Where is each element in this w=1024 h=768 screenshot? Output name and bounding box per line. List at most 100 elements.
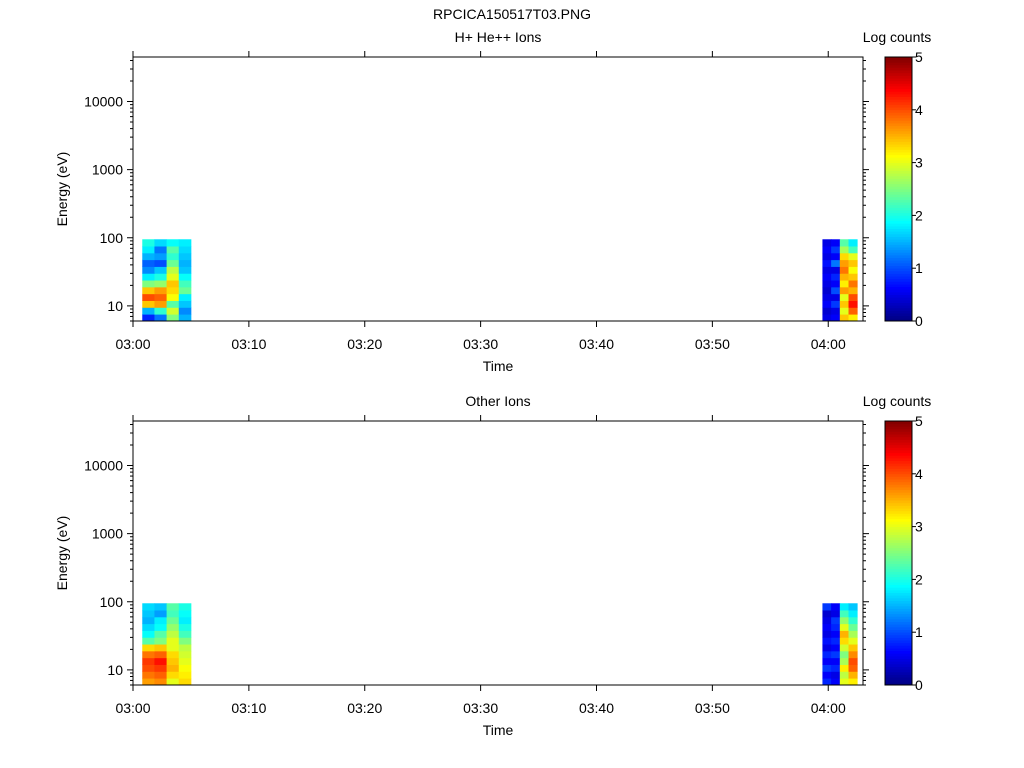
colorbar-swatch xyxy=(885,299,912,303)
colorbar-swatch xyxy=(885,236,912,240)
colorbar-swatch xyxy=(885,450,912,454)
colorbar-swatch xyxy=(885,268,912,272)
colorbar-swatch xyxy=(885,584,912,588)
heatmap-cell xyxy=(822,307,832,315)
heatmap-block xyxy=(142,603,192,686)
colorbar-swatch xyxy=(885,460,912,464)
heatmap-cell xyxy=(178,252,192,261)
heatmap-block xyxy=(822,603,858,686)
heatmap-cell xyxy=(831,286,841,295)
heatmap-cell xyxy=(154,623,168,631)
colorbar-tick-label: 5 xyxy=(915,413,923,429)
heatmap-cell xyxy=(154,314,168,322)
colorbar-swatch xyxy=(885,138,912,142)
heatmap-cell xyxy=(142,293,155,301)
heatmap-cell xyxy=(822,314,832,322)
colorbar-swatch xyxy=(885,117,912,121)
heatmap-cell xyxy=(154,259,168,267)
colorbar-swatch xyxy=(885,270,912,274)
colorbar-swatch xyxy=(885,479,912,483)
heatmap-cell xyxy=(154,671,168,679)
colorbar-swatch xyxy=(885,72,912,76)
heatmap-cell xyxy=(822,657,832,665)
colorbar-swatch xyxy=(885,566,912,570)
x-tick-label: 03:10 xyxy=(231,700,266,716)
colorbar-swatch xyxy=(885,592,912,596)
colorbar-swatch xyxy=(885,595,912,599)
colorbar-swatch xyxy=(885,141,912,145)
colorbar-swatch xyxy=(885,239,912,243)
colorbar-swatch xyxy=(885,508,912,512)
heatmap-cell xyxy=(178,293,192,301)
colorbar-swatch xyxy=(885,611,912,615)
colorbar-swatch xyxy=(885,640,912,644)
heatmap-cell xyxy=(839,246,849,254)
colorbar-swatch xyxy=(885,655,912,659)
y-tick-label: 10000 xyxy=(84,458,123,474)
heatmap-cell xyxy=(178,671,192,679)
colorbar-swatch xyxy=(885,605,912,609)
heatmap-cell xyxy=(831,644,841,652)
heatmap-cell xyxy=(142,300,155,308)
colorbar-swatch xyxy=(885,621,912,625)
y-tick-label: 1000 xyxy=(92,162,123,178)
heatmap-cell xyxy=(831,623,841,631)
heatmap-cell xyxy=(839,630,849,638)
heatmap-cell xyxy=(839,300,849,308)
colorbar-swatch xyxy=(885,64,912,68)
panel-1: H+ He++ Ions 03:00 03:10 03:20 03:30 03:40 03:… xyxy=(54,29,931,374)
colorbar-swatch xyxy=(885,426,912,430)
heatmap-cell xyxy=(848,671,858,679)
heatmap-cell xyxy=(154,664,168,672)
colorbar-swatch xyxy=(885,555,912,559)
heatmap-cell xyxy=(848,314,858,322)
colorbar-swatch xyxy=(885,603,912,607)
colorbar-label: Log counts xyxy=(863,393,932,409)
colorbar-swatch xyxy=(885,534,912,538)
colorbar-swatch xyxy=(885,624,912,628)
heatmap-cell xyxy=(848,664,858,672)
colorbar-swatch xyxy=(885,489,912,493)
colorbar-swatch xyxy=(885,80,912,84)
heatmap-cell xyxy=(848,300,858,308)
heatmap-cell xyxy=(822,273,832,281)
heatmap-cell xyxy=(822,246,832,254)
colorbar-swatch xyxy=(885,228,912,232)
colorbar-swatch xyxy=(885,481,912,485)
colorbar-swatch xyxy=(885,452,912,456)
heatmap-cell xyxy=(848,623,858,631)
heatmap-cell xyxy=(154,266,168,274)
heatmap-cell xyxy=(142,637,155,645)
colorbar-swatch xyxy=(885,149,912,153)
heatmap-cell xyxy=(142,644,155,652)
heatmap-cell xyxy=(822,650,832,659)
heatmap-cell xyxy=(166,280,180,288)
heatmap-cell xyxy=(154,650,168,659)
colorbar-swatch xyxy=(885,307,912,311)
x-tick-label: 04:00 xyxy=(811,700,846,716)
heatmap-cell xyxy=(166,644,180,652)
heatmap-cell xyxy=(154,252,168,261)
heatmap-cell xyxy=(154,678,168,686)
colorbar-swatch xyxy=(885,199,912,203)
heatmap-cell xyxy=(166,259,180,267)
colorbar-swatch xyxy=(885,574,912,578)
colorbar-swatch xyxy=(885,600,912,604)
x-tick-label: 03:40 xyxy=(579,700,614,716)
x-axis-label: Time xyxy=(483,722,514,738)
heatmap-cell xyxy=(178,678,192,686)
heatmap-cell xyxy=(166,610,180,618)
colorbar-swatch xyxy=(885,207,912,211)
colorbar-swatch xyxy=(885,579,912,583)
colorbar-swatch xyxy=(885,204,912,208)
colorbar-swatch xyxy=(885,663,912,667)
colorbar-swatch xyxy=(885,286,912,290)
panel-2: Other Ions 03:00 03:10 03:20 03:30 03:40 03:50… xyxy=(54,393,931,738)
heatmap-cell xyxy=(154,239,168,247)
colorbar-swatch xyxy=(885,218,912,222)
heatmap-cell xyxy=(831,273,841,281)
colorbar-tick-label: 1 xyxy=(915,624,923,640)
colorbar-swatch xyxy=(885,265,912,269)
heatmap-cell xyxy=(822,239,832,247)
heatmap-cell xyxy=(178,300,192,308)
